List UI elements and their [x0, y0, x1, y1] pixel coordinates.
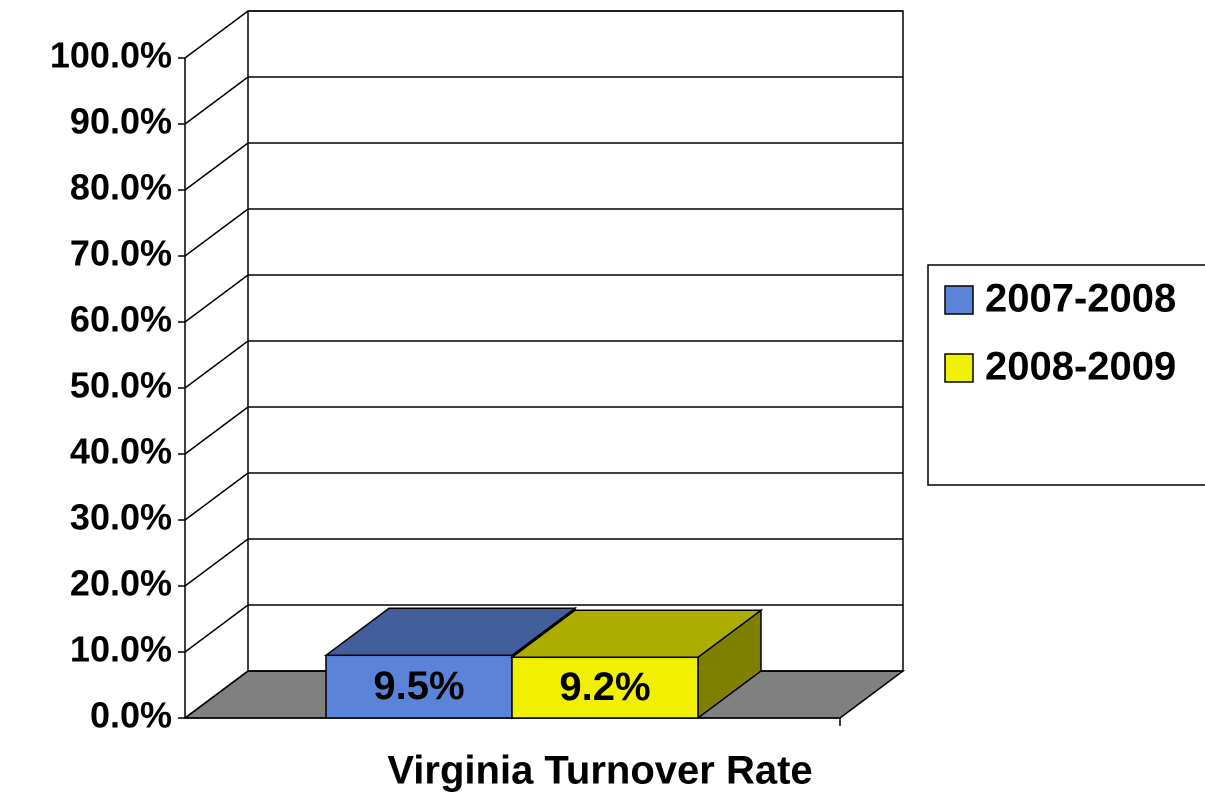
bar — [325, 654, 513, 719]
legend-swatch — [944, 285, 974, 315]
chart-title: Virginia Turnover Rate — [387, 749, 812, 793]
legend-label: 2007-2008 — [985, 277, 1176, 321]
legend-swatch — [944, 353, 974, 383]
y-tick-label: 0.0% — [90, 695, 172, 736]
grid-line — [184, 538, 249, 587]
data-label: 9.2% — [559, 665, 650, 709]
y-tick-label: 90.0% — [70, 101, 172, 142]
y-tick-label: 80.0% — [70, 167, 172, 208]
legend-box — [927, 264, 1205, 486]
y-tick-label: 70.0% — [70, 233, 172, 274]
data-label: 9.5% — [373, 664, 464, 708]
bar — [511, 656, 699, 719]
y-tick-label: 50.0% — [70, 365, 172, 406]
y-tick-label: 60.0% — [70, 299, 172, 340]
grid-line — [184, 76, 249, 125]
grid-line — [184, 208, 249, 257]
grid-line — [184, 406, 249, 455]
grid-line — [184, 670, 249, 719]
grid-line — [184, 274, 249, 323]
grid-line — [184, 142, 249, 191]
y-tick-label: 100.0% — [50, 35, 172, 76]
grid-line — [184, 340, 249, 389]
legend-label: 2008-2009 — [985, 345, 1176, 389]
y-tick-label: 40.0% — [70, 431, 172, 472]
grid-line — [184, 10, 249, 59]
grid-line — [184, 604, 249, 653]
y-tick-label: 20.0% — [70, 563, 172, 604]
y-tick-label: 30.0% — [70, 497, 172, 538]
grid-line — [184, 472, 249, 521]
y-tick-label: 10.0% — [70, 629, 172, 670]
